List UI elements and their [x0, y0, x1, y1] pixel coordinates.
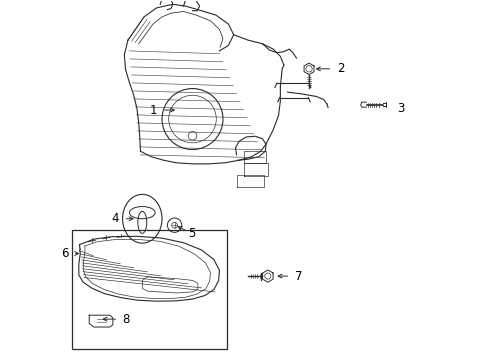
Text: 5: 5 — [187, 226, 195, 239]
Text: 3: 3 — [397, 102, 404, 115]
Text: 4: 4 — [112, 212, 119, 225]
Text: 6: 6 — [61, 247, 69, 260]
Text: 1: 1 — [149, 104, 157, 117]
Bar — [72, 230, 226, 348]
Text: 8: 8 — [122, 312, 130, 326]
Text: 2: 2 — [336, 62, 344, 75]
Text: 7: 7 — [294, 270, 302, 283]
